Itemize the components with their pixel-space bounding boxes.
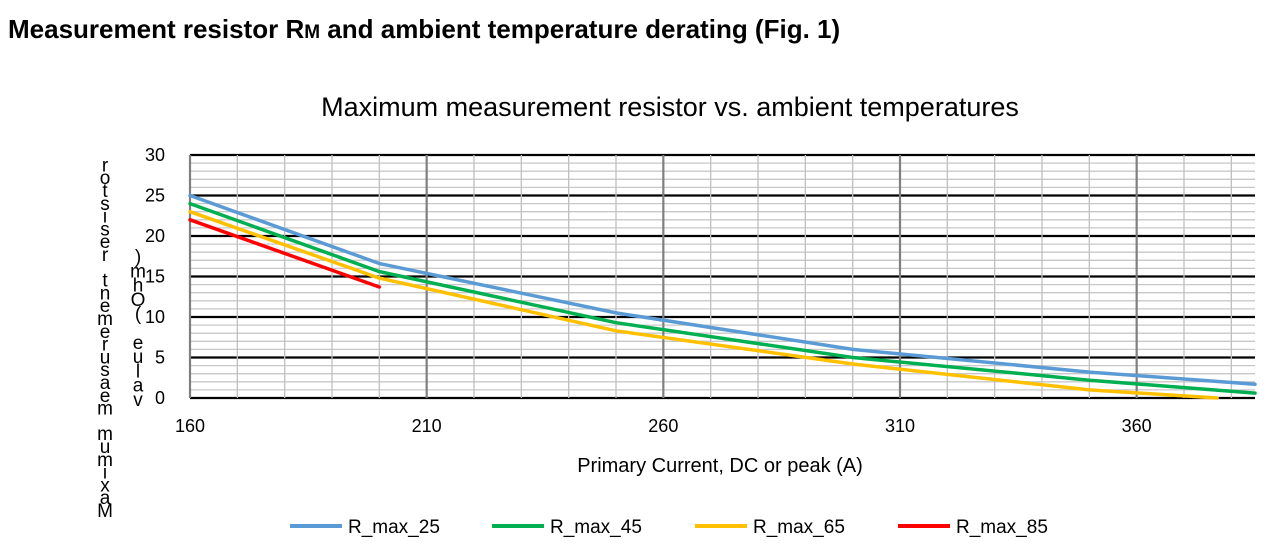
y-axis-label-char: a — [100, 373, 111, 394]
y-tick-label: 20 — [145, 226, 165, 246]
x-axis-label: Primary Current, DC or peak (A) — [577, 455, 863, 477]
y-axis-label-char: s — [100, 360, 110, 381]
y-tick-label: 15 — [145, 267, 165, 287]
y-axis-label-char: i — [103, 207, 107, 228]
y-axis-label-char: i — [103, 463, 107, 484]
y-axis-label-char: m — [97, 309, 113, 330]
legend-label: R_max_65 — [753, 517, 845, 538]
y-axis-label-char: e — [100, 232, 111, 253]
series-line-r-max-45 — [188, 201, 1257, 395]
heading-suffix: and ambient temperature derating (Fig. 1… — [320, 14, 841, 44]
legend: R_max_25 R_max_45 R_max_65 R_max_85 — [290, 517, 1048, 538]
y-axis-label-char: a — [100, 488, 111, 509]
y-tick-label: 25 — [145, 186, 165, 206]
x-tick-label: 160 — [175, 416, 205, 436]
y-axis-label-char: m — [130, 261, 146, 282]
y-axis-label-char: n — [100, 283, 111, 304]
chart-title: Maximum measurement resistor vs. ambient… — [321, 92, 1019, 122]
y-axis-label-char: a — [133, 376, 144, 397]
y-axis-ticks: 0 5 10 15 20 25 30 — [145, 145, 165, 408]
x-tick-label: 360 — [1122, 416, 1152, 436]
y-axis-label-char: u — [100, 437, 111, 458]
y-axis-label-char: o — [100, 168, 111, 189]
y-axis-label-char: t — [102, 271, 108, 292]
y-axis-label-char: e — [133, 333, 144, 354]
y-tick-label: 30 — [145, 145, 165, 165]
y-axis-label-char: r — [102, 335, 109, 356]
y-axis-label-char: O — [131, 290, 146, 311]
y-tick-label: 10 — [145, 307, 165, 327]
legend-label: R_max_85 — [956, 517, 1048, 538]
series-line-r-max-65 — [188, 209, 1219, 400]
y-axis-label-char: M — [97, 501, 113, 522]
legend-label: R_max_45 — [550, 517, 642, 538]
x-tick-label: 210 — [412, 416, 442, 436]
legend-label: R_max_25 — [348, 517, 440, 538]
y-axis-label-char: s — [100, 219, 110, 240]
y-axis-label-char: ( — [135, 304, 142, 325]
y-tick-label: 5 — [155, 348, 165, 368]
y-tick-label: 0 — [155, 388, 165, 408]
heading-prefix: Measurement resistor R — [8, 14, 305, 44]
y-axis-label-char: e — [100, 386, 111, 407]
x-axis-ticks: 160 210 260 310 360 — [175, 416, 1152, 436]
y-axis-label-char: m — [97, 399, 113, 420]
x-tick-label: 260 — [648, 416, 678, 436]
page-heading: Measurement resistor RM and ambient temp… — [8, 14, 840, 45]
x-tick-label: 310 — [885, 416, 915, 436]
y-axis-label-char: u — [133, 347, 144, 368]
y-axis-label-char: m — [97, 450, 113, 471]
y-axis-label-char: ) — [135, 247, 141, 268]
y-axis-label-char: r — [102, 245, 109, 266]
y-axis-label-char: e — [100, 322, 111, 343]
y-axis-label-char: e — [100, 296, 111, 317]
y-axis-label-char: t — [102, 181, 108, 202]
y-axis-label-char: h — [133, 276, 144, 297]
y-axis-label-char: l — [136, 361, 140, 382]
y-axis-label-char: r — [102, 155, 109, 176]
y-axis-label-char: s — [100, 194, 110, 215]
series-line-r-max-85 — [188, 218, 382, 289]
series-lines — [188, 193, 1257, 400]
y-axis-label-char: x — [100, 475, 110, 496]
y-axis-label-char: v — [133, 390, 143, 411]
heading-subscript: M — [304, 22, 321, 43]
y-axis-label-char: m — [97, 424, 113, 445]
series-line-r-max-25 — [188, 193, 1257, 386]
y-axis-label-char: u — [100, 347, 111, 368]
